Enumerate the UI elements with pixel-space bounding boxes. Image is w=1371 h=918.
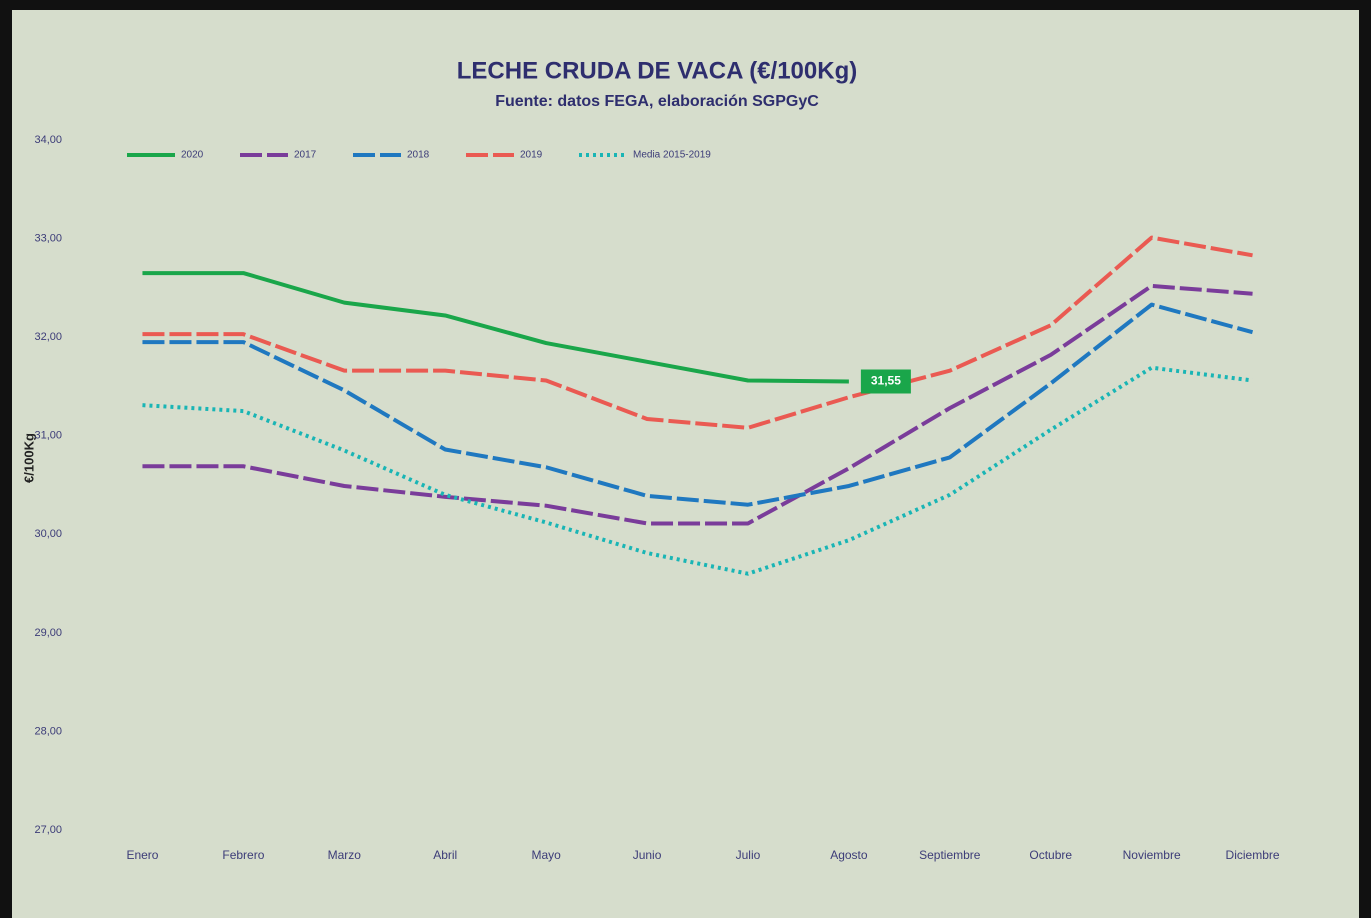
chart-subtitle: Fuente: datos FEGA, elaboración SGPGyC — [495, 93, 819, 110]
x-tick-label: Diciembre — [1226, 848, 1280, 862]
legend-label: 2017 — [294, 150, 317, 161]
y-tick-label: 27,00 — [34, 824, 62, 836]
legend-label: 2018 — [407, 150, 430, 161]
x-tick-label: Febrero — [222, 848, 264, 862]
data-label: 31,55 — [871, 374, 901, 388]
y-tick-label: 33,00 — [34, 232, 62, 244]
x-tick-label: Septiembre — [919, 848, 981, 862]
x-tick-label: Abril — [433, 848, 457, 862]
x-tick-label: Marzo — [328, 848, 362, 862]
y-tick-label: 31,00 — [34, 430, 62, 442]
series-line — [142, 283, 1253, 526]
y-tick-label: 29,00 — [34, 627, 62, 639]
legend-label: 2019 — [520, 150, 543, 161]
x-tick-label: Enero — [126, 848, 158, 862]
chart-background — [12, 10, 1359, 918]
legend-label: Media 2015-2019 — [633, 150, 711, 161]
legend-label: 2020 — [181, 150, 204, 161]
series-line — [142, 235, 1253, 430]
data-label-box — [860, 369, 911, 394]
x-tick-label: Octubre — [1029, 848, 1072, 862]
x-tick-label: Mayo — [531, 848, 561, 862]
x-tick-label: Julio — [736, 848, 761, 862]
y-tick-label: 32,00 — [34, 331, 62, 343]
y-axis-label: €/100Kg — [21, 433, 36, 483]
series-line — [142, 302, 1254, 507]
y-tick-label: 28,00 — [34, 725, 62, 737]
y-tick-label: 34,00 — [34, 134, 62, 146]
x-tick-label: Agosto — [830, 848, 868, 862]
series-line — [142, 365, 1253, 576]
y-tick-label: 30,00 — [34, 528, 62, 540]
x-tick-label: Junio — [633, 848, 662, 862]
x-tick-label: Noviembre — [1123, 848, 1181, 862]
chart-title: LECHE CRUDA DE VACA (€/100Kg) — [457, 57, 858, 84]
series-line — [142, 271, 849, 384]
